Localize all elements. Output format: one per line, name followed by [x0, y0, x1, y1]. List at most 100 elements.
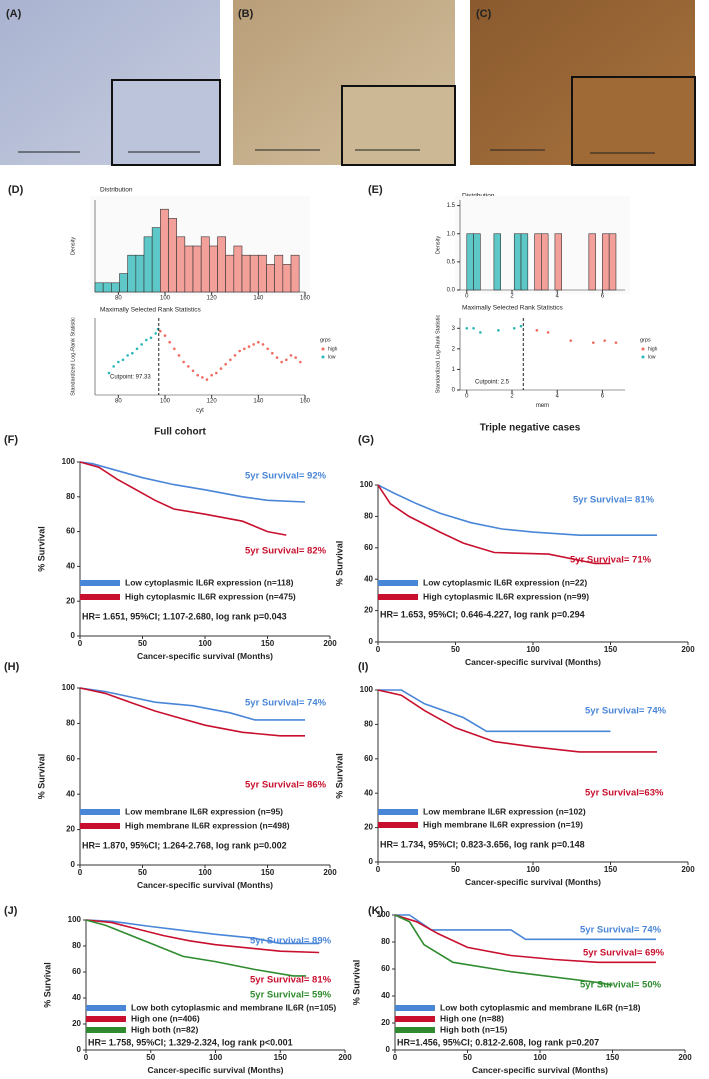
x-tick-label: 80 — [115, 399, 122, 405]
point — [519, 324, 523, 328]
x-tick-label: 100 — [198, 868, 212, 877]
chart-title: Maximally Selected Rank Statistics — [100, 307, 202, 314]
legend-label: high — [648, 346, 658, 352]
point — [140, 343, 143, 346]
point — [294, 356, 297, 359]
point — [215, 371, 218, 375]
histogram-bar — [184, 245, 194, 293]
histogram-bar — [168, 218, 177, 293]
y-tick-label: 0 — [386, 1045, 391, 1054]
plot-background — [90, 314, 310, 399]
panel-label: (J) — [4, 905, 18, 917]
point — [280, 360, 283, 364]
panel-label: (C) — [476, 8, 492, 20]
point — [512, 326, 516, 330]
histogram-bar — [94, 282, 104, 293]
histogram-bar — [274, 254, 284, 293]
legend-label: High membrane IL6R expression (n=498) — [125, 820, 290, 830]
x-tick-label: 150 — [274, 1053, 288, 1062]
x-tick-label: 6 — [601, 294, 605, 300]
point — [163, 334, 167, 337]
image-a — [0, 0, 221, 166]
cutpoint-label: Cutpoint: 2.5 — [475, 380, 510, 386]
point — [266, 347, 269, 351]
histogram-bar — [258, 254, 267, 293]
y-tick-label: 100 — [360, 480, 374, 489]
survival-annotation: 5yr Survival= 81% — [250, 975, 332, 986]
point — [191, 369, 195, 373]
x-tick-label: 150 — [604, 865, 618, 874]
histogram-bar — [200, 236, 210, 293]
point — [224, 362, 227, 366]
histogram-bar — [225, 254, 235, 293]
legend-label: High both (n=82) — [131, 1024, 198, 1034]
y-tick-label: 40 — [364, 574, 373, 583]
survival-annotation: 5yr Survival= 82% — [245, 546, 327, 557]
survival-curve — [377, 689, 657, 753]
point — [252, 343, 255, 346]
histogram-bar — [241, 254, 251, 293]
panel-label: (A) — [6, 8, 22, 20]
histogram-bar — [588, 233, 596, 291]
point — [271, 351, 274, 355]
point — [177, 354, 181, 357]
survival-curve — [85, 919, 320, 945]
hazard-ratio: HR= 1.758, 95%CI; 1.329-2.324, log rank … — [88, 1037, 293, 1047]
point — [247, 345, 251, 348]
point — [472, 326, 475, 330]
image-b — [233, 0, 456, 166]
x-tick-label: 4 — [556, 394, 560, 400]
histogram-bar — [233, 245, 243, 293]
survival-annotation: 5yr Survival=63% — [585, 788, 664, 799]
histogram-bar — [192, 245, 202, 293]
point — [285, 358, 288, 362]
point — [117, 360, 120, 364]
point — [182, 360, 185, 364]
survival-curve — [79, 687, 305, 737]
x-tick-label: 0 — [465, 294, 469, 300]
survival-annotation: 5yr Survival= 81% — [573, 495, 655, 506]
survival-annotation: 5yr Survival= 74% — [245, 698, 327, 709]
legend-label: High cytoplasmic IL6R expression (n=99) — [423, 591, 589, 601]
legend-swatch — [80, 580, 120, 586]
point — [243, 347, 246, 351]
survival-annotation: 5yr Survival= 69% — [583, 948, 665, 959]
survival-annotation: 5yr Survival= 86% — [245, 780, 327, 791]
y-tick-label: 3 — [452, 326, 456, 332]
y-axis-label: % Survival — [351, 960, 361, 1006]
y-tick-label: 60 — [381, 964, 390, 973]
x-tick-label: 200 — [338, 1053, 352, 1062]
panel-label: (E) — [368, 184, 383, 196]
x-tick-label: 100 — [526, 645, 540, 654]
y-tick-label: 1.0 — [447, 231, 456, 237]
x-tick-label: 150 — [261, 868, 275, 877]
x-tick-label: 140 — [253, 399, 264, 405]
legend-swatch — [80, 594, 120, 600]
point — [233, 354, 237, 357]
point — [201, 376, 204, 379]
histogram-bar — [541, 233, 549, 291]
legend-swatch — [80, 809, 120, 815]
y-axis-label: Density — [70, 237, 76, 256]
y-axis-label: % Survival — [36, 754, 46, 800]
legend-marker — [641, 347, 645, 351]
survival-curve — [85, 919, 307, 977]
histogram-bar — [493, 233, 501, 291]
point — [145, 338, 148, 342]
histogram-bar — [143, 236, 153, 293]
y-tick-label: 0 — [369, 857, 374, 866]
y-tick-label: 80 — [66, 719, 75, 728]
legend-label: Low cytoplasmic IL6R expression (n=118) — [125, 577, 294, 587]
legend-marker — [321, 347, 325, 351]
y-tick-label: 60 — [66, 754, 75, 763]
x-tick-label: 200 — [323, 639, 337, 648]
point — [135, 347, 139, 351]
x-axis-label: Cancer-specific survival (Months) — [147, 1065, 283, 1075]
y-tick-label: 100 — [68, 915, 82, 924]
survival-annotation: 5yr Survival= 89% — [250, 936, 332, 947]
histogram-bar — [282, 264, 292, 293]
legend-swatch — [378, 809, 418, 815]
histogram-bar — [534, 233, 542, 291]
survival-curve — [79, 461, 287, 536]
legend-label: Low both cytoplasmic and membrane IL6R (… — [131, 1002, 336, 1012]
